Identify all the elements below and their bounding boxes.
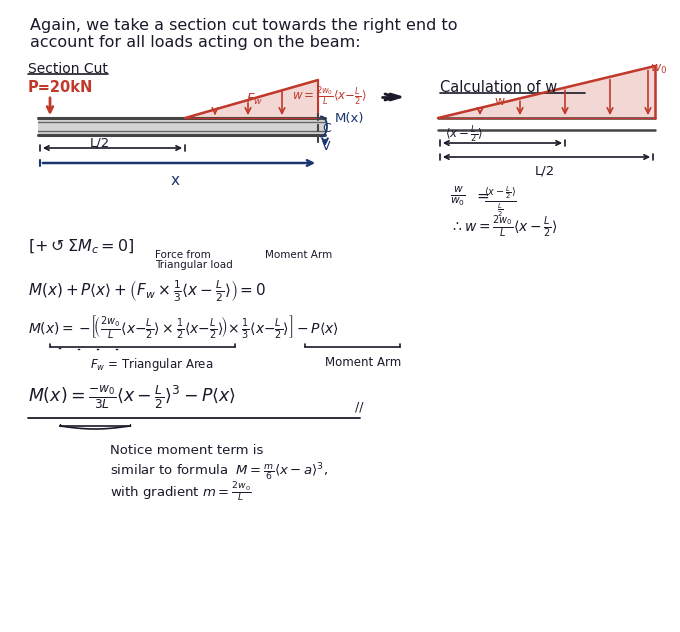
Text: $M(x) + P\langle x\rangle + \left(F_w \times \frac{1}{3}\langle x-\frac{L}{2}\ra: $M(x) + P\langle x\rangle + \left(F_w \t… [28, 278, 267, 304]
Text: $F_w$ = Triangular Area: $F_w$ = Triangular Area [90, 356, 214, 373]
Text: P=20kN: P=20kN [28, 80, 93, 95]
Text: $w_0$: $w_0$ [650, 63, 667, 76]
Text: $\therefore w = \frac{2w_0}{L}\langle x-\frac{L}{2}\rangle$: $\therefore w = \frac{2w_0}{L}\langle x-… [450, 214, 558, 240]
Text: $M(x) = -\!\left[\!\left(\frac{2w_0}{L}\langle x{-}\frac{L}{2}\rangle \times \fr: $M(x) = -\!\left[\!\left(\frac{2w_0}{L}\… [28, 313, 339, 340]
Text: w: w [495, 95, 505, 108]
Bar [38, 118, 325, 135]
Text: $w=\frac{2w_0}{L}\langle x{-}\frac{L}{2}\rangle$: $w=\frac{2w_0}{L}\langle x{-}\frac{L}{2}… [292, 85, 367, 108]
Text: Moment Arm: Moment Arm [325, 356, 401, 369]
Text: C: C [322, 122, 330, 135]
Polygon shape [438, 66, 655, 118]
Text: =: = [476, 189, 489, 204]
Text: //: // [355, 401, 364, 414]
Text: L/2: L/2 [535, 165, 555, 178]
Text: M(x): M(x) [335, 112, 364, 125]
Text: Calculation of w: Calculation of w [440, 80, 557, 95]
Text: account for all loads acting on the beam:: account for all loads acting on the beam… [30, 35, 360, 50]
Text: L/2: L/2 [90, 137, 110, 150]
Text: with gradient $m = \frac{2w_0}{L}$: with gradient $m = \frac{2w_0}{L}$ [110, 480, 252, 504]
Text: $\frac{w}{w_0}$: $\frac{w}{w_0}$ [450, 185, 466, 209]
Polygon shape [185, 80, 318, 118]
Text: Moment Arm: Moment Arm [265, 250, 333, 260]
Text: $[+\circlearrowleft \Sigma M_c = 0]$: $[+\circlearrowleft \Sigma M_c = 0]$ [28, 238, 135, 257]
Text: Triangular load: Triangular load [155, 260, 233, 270]
Text: $M(x) = \frac{-w_0}{3L}\langle x - \frac{L}{2}\rangle^3 - P\langle x\rangle$: $M(x) = \frac{-w_0}{3L}\langle x - \frac… [28, 383, 236, 411]
Text: V: V [322, 140, 330, 154]
Text: $\langle x-\frac{L}{2}\rangle$: $\langle x-\frac{L}{2}\rangle$ [445, 123, 483, 145]
Text: x: x [171, 173, 180, 188]
Text: Again, we take a section cut towards the right end to: Again, we take a section cut towards the… [30, 18, 458, 33]
Text: Force from: Force from [155, 250, 211, 260]
Text: Notice moment term is: Notice moment term is [110, 444, 263, 457]
Text: $\frac{\langle x-\frac{L}{2}\rangle}{\frac{L}{2}}$: $\frac{\langle x-\frac{L}{2}\rangle}{\fr… [484, 185, 517, 219]
Text: Section Cut: Section Cut [28, 62, 108, 76]
Text: $F_w$: $F_w$ [246, 92, 264, 107]
Text: similar to formula  $M = \frac{m}{6}\langle x-a\rangle^3$,: similar to formula $M = \frac{m}{6}\lang… [110, 462, 328, 483]
